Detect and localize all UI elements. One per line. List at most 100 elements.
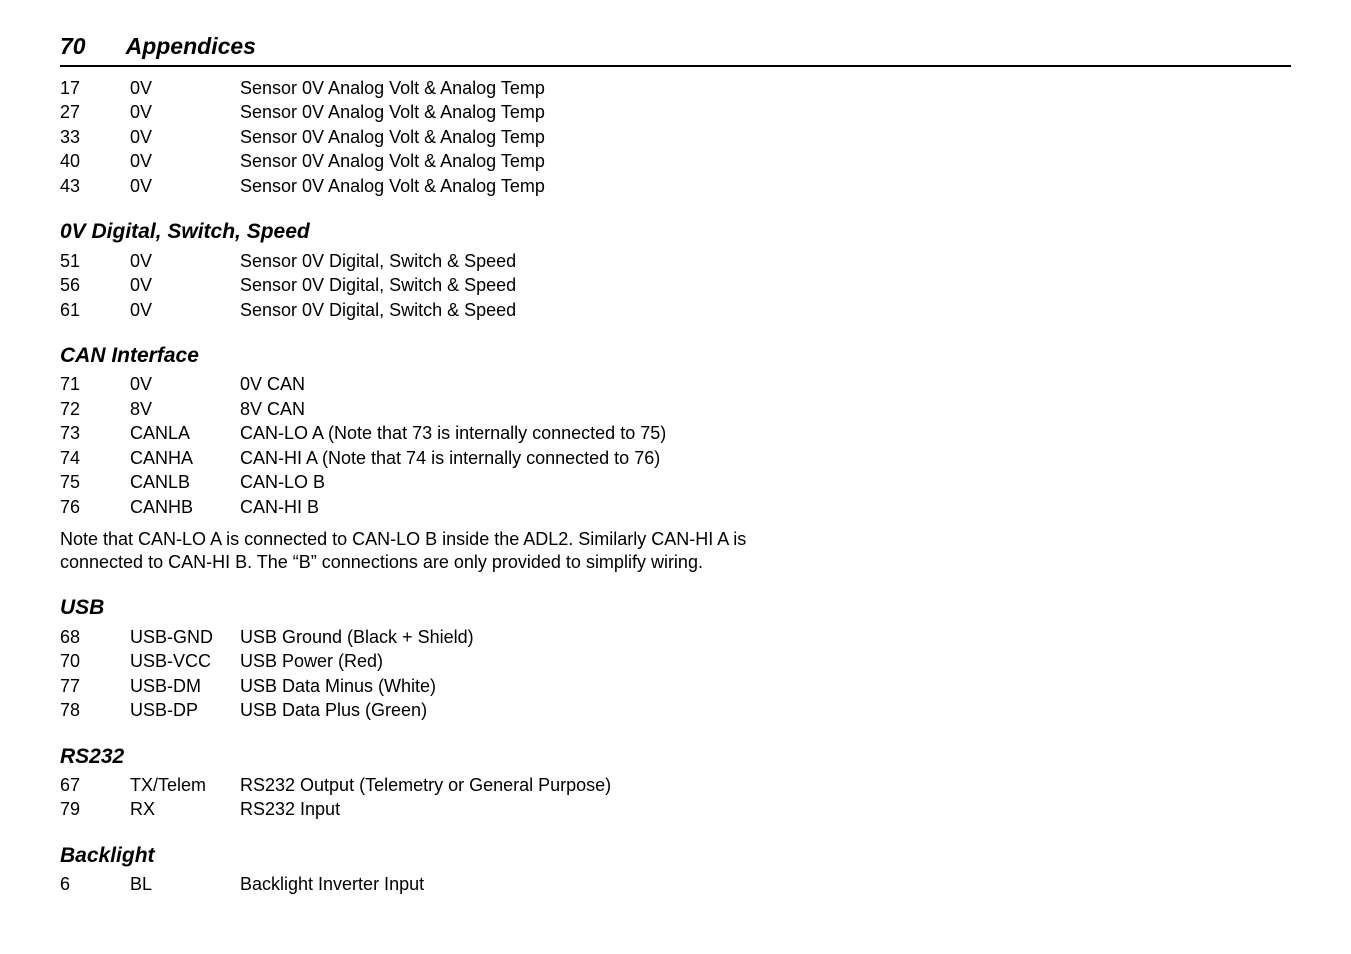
signal-cell: 0V [130, 101, 240, 124]
table-row: 72 8V 8V CAN [60, 398, 1291, 421]
pin-cell: 51 [60, 250, 130, 273]
pin-cell: 40 [60, 150, 130, 173]
page-title: Appendices [126, 32, 256, 61]
pin-cell: 68 [60, 626, 130, 649]
signal-cell: 0V [130, 250, 240, 273]
pin-cell: 70 [60, 650, 130, 673]
section-digital: 51 0V Sensor 0V Digital, Switch & Speed … [60, 250, 1291, 322]
signal-cell: CANHB [130, 496, 240, 519]
pin-cell: 76 [60, 496, 130, 519]
signal-cell: CANLA [130, 422, 240, 445]
signal-cell: 0V [130, 274, 240, 297]
section-usb: 68 USB-GND USB Ground (Black + Shield) 7… [60, 626, 1291, 722]
table-row: 17 0V Sensor 0V Analog Volt & Analog Tem… [60, 77, 1291, 100]
desc-cell: Sensor 0V Analog Volt & Analog Temp [240, 77, 1291, 100]
pin-cell: 6 [60, 873, 130, 896]
pin-cell: 71 [60, 373, 130, 396]
table-row: 56 0V Sensor 0V Digital, Switch & Speed [60, 274, 1291, 297]
table-row: 75 CANLB CAN-LO B [60, 471, 1291, 494]
pin-cell: 73 [60, 422, 130, 445]
desc-cell: USB Ground (Black + Shield) [240, 626, 1291, 649]
page-number: 70 [60, 32, 86, 61]
signal-cell: USB-DM [130, 675, 240, 698]
pin-cell: 43 [60, 175, 130, 198]
table-row: 76 CANHB CAN-HI B [60, 496, 1291, 519]
table-row: 6 BL Backlight Inverter Input [60, 873, 1291, 896]
pin-cell: 72 [60, 398, 130, 421]
table-row: 33 0V Sensor 0V Analog Volt & Analog Tem… [60, 126, 1291, 149]
desc-cell: RS232 Output (Telemetry or General Purpo… [240, 774, 1291, 797]
section-top: 17 0V Sensor 0V Analog Volt & Analog Tem… [60, 77, 1291, 198]
desc-cell: Sensor 0V Digital, Switch & Speed [240, 299, 1291, 322]
section-heading-digital: 0V Digital, Switch, Speed [60, 219, 1291, 245]
signal-cell: 0V [130, 175, 240, 198]
pin-cell: 77 [60, 675, 130, 698]
pin-cell: 27 [60, 101, 130, 124]
pin-cell: 74 [60, 447, 130, 470]
table-row: 74 CANHA CAN-HI A (Note that 74 is inter… [60, 447, 1291, 470]
section-backlight: 6 BL Backlight Inverter Input [60, 873, 1291, 896]
signal-cell: USB-GND [130, 626, 240, 649]
table-row: 61 0V Sensor 0V Digital, Switch & Speed [60, 299, 1291, 322]
desc-cell: Sensor 0V Digital, Switch & Speed [240, 274, 1291, 297]
desc-cell: Sensor 0V Digital, Switch & Speed [240, 250, 1291, 273]
table-row: 43 0V Sensor 0V Analog Volt & Analog Tem… [60, 175, 1291, 198]
desc-cell: Sensor 0V Analog Volt & Analog Temp [240, 175, 1291, 198]
desc-cell: USB Power (Red) [240, 650, 1291, 673]
pin-cell: 79 [60, 798, 130, 821]
desc-cell: Backlight Inverter Input [240, 873, 1291, 896]
pin-cell: 33 [60, 126, 130, 149]
desc-cell: CAN-HI A (Note that 74 is internally con… [240, 447, 1291, 470]
desc-cell: 0V CAN [240, 373, 1291, 396]
section-can: 71 0V 0V CAN 72 8V 8V CAN 73 CANLA CAN-L… [60, 373, 1291, 518]
table-row: 27 0V Sensor 0V Analog Volt & Analog Tem… [60, 101, 1291, 124]
desc-cell: CAN-LO B [240, 471, 1291, 494]
pin-cell: 56 [60, 274, 130, 297]
table-row: 70 USB-VCC USB Power (Red) [60, 650, 1291, 673]
desc-cell: Sensor 0V Analog Volt & Analog Temp [240, 101, 1291, 124]
desc-cell: 8V CAN [240, 398, 1291, 421]
desc-cell: Sensor 0V Analog Volt & Analog Temp [240, 150, 1291, 173]
signal-cell: BL [130, 873, 240, 896]
signal-cell: CANLB [130, 471, 240, 494]
page-header: 70 Appendices [60, 32, 1291, 67]
desc-cell: CAN-LO A (Note that 73 is internally con… [240, 422, 1291, 445]
table-row: 40 0V Sensor 0V Analog Volt & Analog Tem… [60, 150, 1291, 173]
pin-cell: 75 [60, 471, 130, 494]
pin-cell: 78 [60, 699, 130, 722]
page-root: 70 Appendices 17 0V Sensor 0V Analog Vol… [0, 0, 1351, 954]
signal-cell: 0V [130, 150, 240, 173]
desc-cell: RS232 Input [240, 798, 1291, 821]
signal-cell: 0V [130, 299, 240, 322]
section-heading-backlight: Backlight [60, 843, 1291, 869]
section-heading-usb: USB [60, 595, 1291, 621]
table-row: 73 CANLA CAN-LO A (Note that 73 is inter… [60, 422, 1291, 445]
table-row: 79 RX RS232 Input [60, 798, 1291, 821]
desc-cell: USB Data Plus (Green) [240, 699, 1291, 722]
pin-cell: 67 [60, 774, 130, 797]
table-row: 71 0V 0V CAN [60, 373, 1291, 396]
signal-cell: 8V [130, 398, 240, 421]
signal-cell: RX [130, 798, 240, 821]
section-rs232: 67 TX/Telem RS232 Output (Telemetry or G… [60, 774, 1291, 821]
table-row: 77 USB-DM USB Data Minus (White) [60, 675, 1291, 698]
table-row: 51 0V Sensor 0V Digital, Switch & Speed [60, 250, 1291, 273]
desc-cell: Sensor 0V Analog Volt & Analog Temp [240, 126, 1291, 149]
can-note: Note that CAN-LO A is connected to CAN-L… [60, 528, 820, 573]
table-row: 68 USB-GND USB Ground (Black + Shield) [60, 626, 1291, 649]
section-heading-rs232: RS232 [60, 744, 1291, 770]
signal-cell: 0V [130, 77, 240, 100]
signal-cell: 0V [130, 126, 240, 149]
signal-cell: TX/Telem [130, 774, 240, 797]
pin-cell: 17 [60, 77, 130, 100]
table-row: 67 TX/Telem RS232 Output (Telemetry or G… [60, 774, 1291, 797]
table-row: 78 USB-DP USB Data Plus (Green) [60, 699, 1291, 722]
desc-cell: CAN-HI B [240, 496, 1291, 519]
signal-cell: USB-VCC [130, 650, 240, 673]
desc-cell: USB Data Minus (White) [240, 675, 1291, 698]
signal-cell: 0V [130, 373, 240, 396]
pin-cell: 61 [60, 299, 130, 322]
signal-cell: CANHA [130, 447, 240, 470]
section-heading-can: CAN Interface [60, 343, 1291, 369]
signal-cell: USB-DP [130, 699, 240, 722]
